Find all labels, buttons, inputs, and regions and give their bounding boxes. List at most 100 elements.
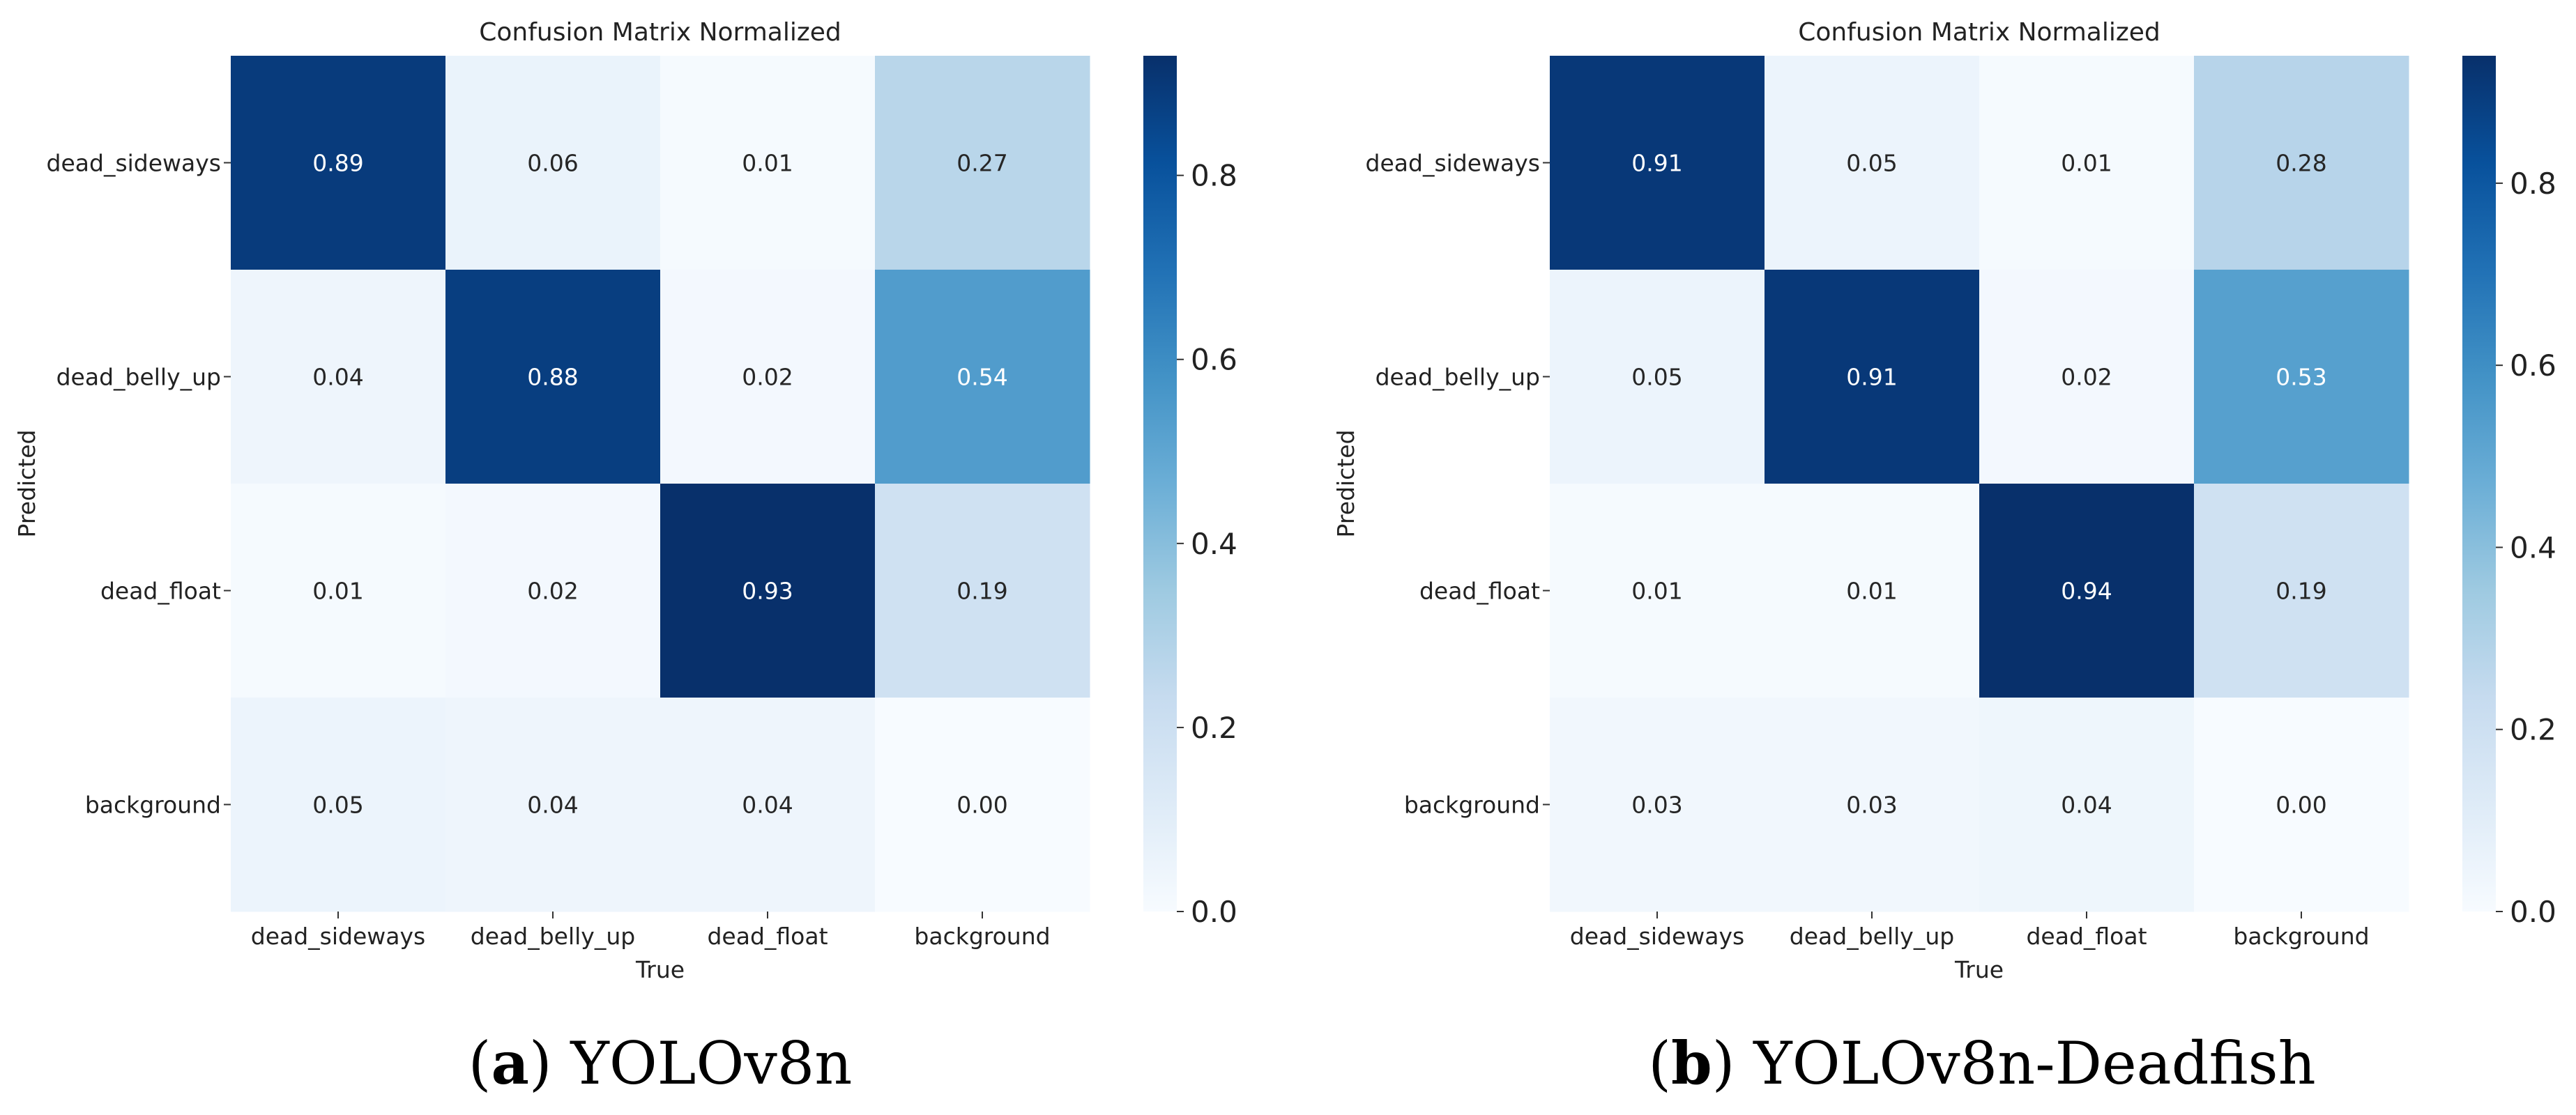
heatmap-cell — [1979, 56, 2195, 270]
cell-value-label: 0.91 — [1846, 364, 1897, 391]
x-tick-label: dead_float — [2026, 923, 2147, 950]
cell-value-label: 0.03 — [1846, 792, 1897, 819]
heatmap-cell — [2194, 270, 2409, 484]
heatmap-cell — [1550, 484, 1765, 698]
heatmap-cell — [1550, 56, 1765, 270]
caption-letter: a — [491, 1029, 528, 1098]
cell-value-label: 0.05 — [1631, 364, 1682, 391]
heatmap-cell — [2194, 484, 2409, 698]
heatmap-cell — [1979, 484, 2195, 698]
cell-value-label: 0.06 — [527, 150, 578, 177]
figure-caption: (b) YOLOv8n-Deadfish — [1648, 1029, 2316, 1098]
x-tick-label: background — [914, 923, 1050, 950]
cell-value-label: 0.01 — [742, 150, 793, 177]
heatmap-cell — [875, 484, 1090, 698]
x-tick-label: background — [2233, 923, 2369, 950]
y-axis-label: Predicted — [1332, 430, 1359, 538]
heatmap-cell — [231, 270, 446, 484]
y-tick-label: background — [85, 792, 221, 819]
cell-value-label: 0.02 — [742, 364, 793, 391]
cell-value-label: 0.02 — [527, 578, 578, 605]
heatmap-cell — [875, 270, 1090, 484]
chart-title: Confusion Matrix Normalized — [479, 18, 841, 47]
y-tick-label: dead_float — [100, 578, 221, 605]
y-tick-label: dead_sideways — [1366, 150, 1540, 177]
heatmap-cell — [231, 698, 446, 912]
heatmap-cell — [445, 56, 661, 270]
figure-caption: (a) YOLOv8n — [468, 1029, 853, 1098]
y-tick-label: dead_sideways — [47, 150, 221, 177]
heatmap-cell — [445, 698, 661, 912]
heatmap-cell — [660, 56, 876, 270]
y-tick-label: background — [1404, 792, 1540, 819]
colorbar-tick-label: 0.8 — [1191, 159, 1237, 193]
cell-value-label: 0.01 — [1631, 578, 1682, 605]
colorbar — [2462, 56, 2496, 912]
y-tick-label: dead_belly_up — [56, 364, 221, 391]
cell-value-label: 0.05 — [312, 792, 363, 819]
cell-value-label: 0.01 — [312, 578, 363, 605]
colorbar-tick-label: 0.4 — [1191, 527, 1237, 561]
caption-paren-close: ) — [1712, 1029, 1753, 1098]
heatmap-cell — [445, 484, 661, 698]
cell-value-label: 0.91 — [1631, 150, 1682, 177]
y-tick-label: dead_belly_up — [1375, 364, 1540, 391]
x-tick-label: dead_sideways — [1570, 923, 1744, 950]
y-tick-label: dead_float — [1419, 578, 1540, 605]
colorbar-tick-label: 0.2 — [1191, 711, 1237, 745]
y-axis-label: Predicted — [13, 430, 40, 538]
heatmap-cell — [660, 270, 876, 484]
heatmap-cell — [231, 56, 446, 270]
cell-value-label: 0.04 — [2061, 792, 2112, 819]
cell-value-label: 0.02 — [2061, 364, 2112, 391]
heatmap-cell — [1765, 484, 1980, 698]
cell-value-label: 0.53 — [2276, 364, 2326, 391]
x-tick-label: dead_belly_up — [471, 923, 635, 950]
caption-paren-open: ( — [468, 1029, 491, 1098]
x-tick-label: dead_belly_up — [1790, 923, 1954, 950]
cell-value-label: 0.01 — [1846, 578, 1897, 605]
colorbar-tick-label: 0.0 — [1191, 895, 1237, 929]
cell-value-label: 0.94 — [2061, 578, 2112, 605]
heatmap-cell — [1765, 698, 1980, 912]
cell-value-label: 0.28 — [2276, 150, 2326, 177]
caption-text: YOLOv8n-Deadfish — [1753, 1029, 2316, 1098]
colorbar — [1143, 56, 1177, 912]
panel-a: Confusion Matrix Normalized 0.89 0.06 0.01 0… — [13, 18, 1237, 1098]
heatmap-cell — [231, 484, 446, 698]
cell-value-label: 0.01 — [2061, 150, 2112, 177]
cell-value-label: 0.54 — [957, 364, 1007, 391]
heatmap-cell — [1765, 270, 1980, 484]
cell-value-label: 0.88 — [527, 364, 578, 391]
panel-b: Confusion Matrix Normalized 0.91 0.05 0.01 0… — [1332, 18, 2556, 1098]
heatmap-cell — [1550, 698, 1765, 912]
x-tick-label: dead_sideways — [251, 923, 425, 950]
cell-value-label: 0.04 — [742, 792, 793, 819]
heatmap-cell — [2194, 56, 2409, 270]
chart-title: Confusion Matrix Normalized — [1798, 18, 2160, 47]
colorbar-tick-label: 0.4 — [2510, 530, 2556, 564]
colorbar-tick-label: 0.8 — [2510, 167, 2556, 201]
colorbar-tick-label: 0.0 — [2510, 895, 2556, 929]
caption-paren-close: ) — [529, 1029, 570, 1098]
x-axis-label: True — [635, 956, 685, 983]
colorbar-tick-label: 0.2 — [2510, 713, 2556, 747]
heatmap-cell — [875, 698, 1090, 912]
colorbar-tick-label: 0.6 — [2510, 348, 2556, 383]
cell-value-label: 0.03 — [1631, 792, 1682, 819]
cell-value-label: 0.04 — [527, 792, 578, 819]
heatmap-cell — [2194, 698, 2409, 912]
heatmap-cell — [1550, 270, 1765, 484]
colorbar-tick-label: 0.6 — [1191, 343, 1237, 377]
cell-value-label: 0.04 — [312, 364, 363, 391]
heatmap-cell — [1765, 56, 1980, 270]
cell-value-label: 0.19 — [2276, 578, 2326, 605]
x-axis-label: True — [1954, 956, 2004, 983]
heatmap-cell — [660, 698, 876, 912]
heatmap-cell — [875, 56, 1090, 270]
heatmap-cell — [1979, 270, 2195, 484]
heatmap-cell — [660, 484, 876, 698]
cell-value-label: 0.00 — [957, 792, 1007, 819]
cell-value-label: 0.05 — [1846, 150, 1897, 177]
